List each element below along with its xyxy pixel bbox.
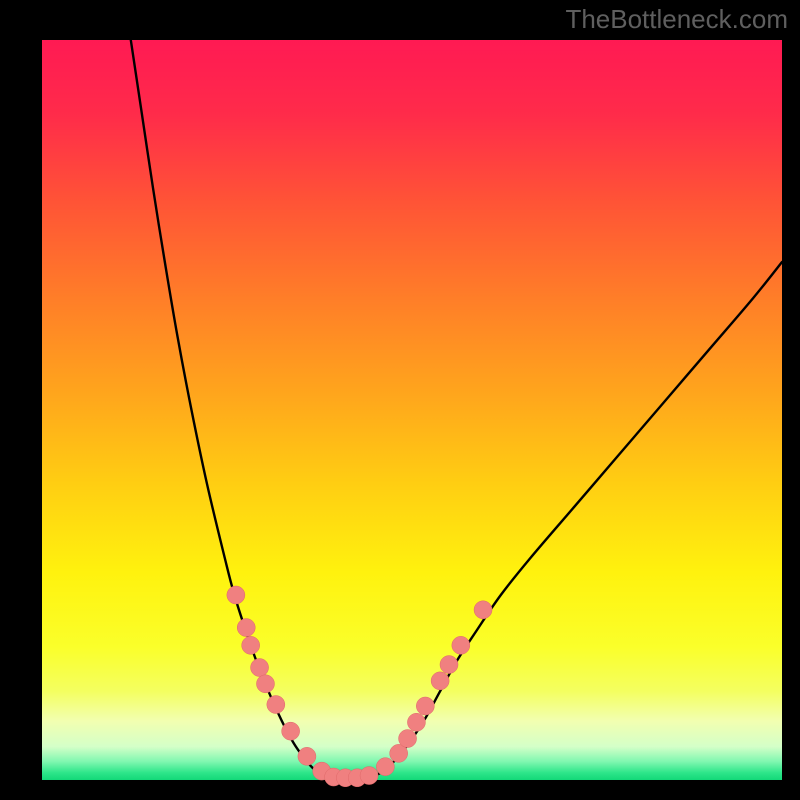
curve-layer bbox=[42, 40, 782, 780]
plot-area bbox=[42, 40, 782, 780]
marker-dot bbox=[399, 730, 417, 748]
marker-dot bbox=[251, 659, 269, 677]
marker-dot bbox=[256, 675, 274, 693]
marker-dot bbox=[267, 696, 285, 714]
marker-dot bbox=[282, 722, 300, 740]
marker-dot bbox=[360, 767, 378, 785]
marker-dot bbox=[474, 601, 492, 619]
marker-dot bbox=[298, 747, 316, 765]
marker-dot bbox=[431, 672, 449, 690]
chart-stage: TheBottleneck.com bbox=[0, 0, 800, 800]
marker-dot bbox=[407, 713, 425, 731]
marker-dot bbox=[237, 619, 255, 637]
marker-dot bbox=[416, 697, 434, 715]
marker-dots bbox=[227, 586, 492, 787]
marker-dot bbox=[242, 636, 260, 654]
marker-dot bbox=[440, 656, 458, 674]
watermark-text: TheBottleneck.com bbox=[565, 4, 788, 35]
marker-dot bbox=[452, 636, 470, 654]
marker-dot bbox=[376, 758, 394, 776]
marker-dot bbox=[227, 586, 245, 604]
